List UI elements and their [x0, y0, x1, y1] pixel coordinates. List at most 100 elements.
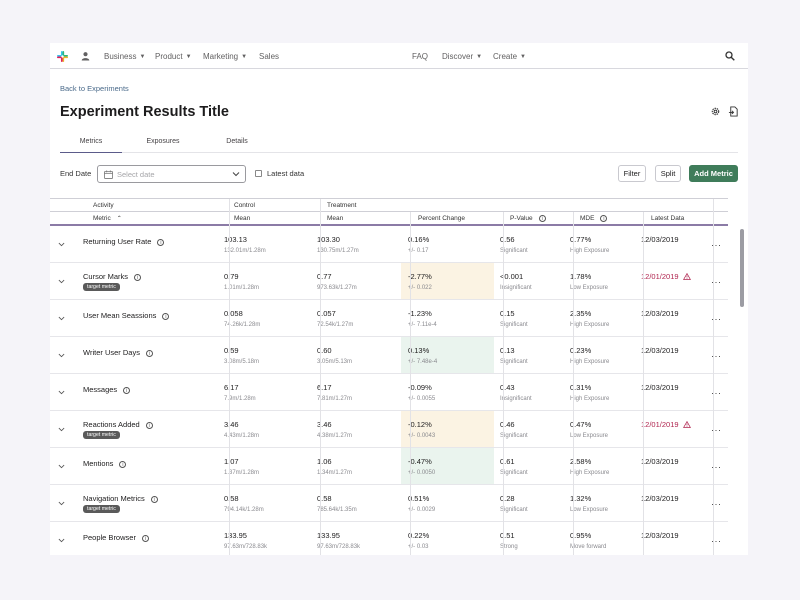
gear-icon[interactable] — [710, 106, 721, 117]
metric-name: Cursor Marks i — [83, 272, 142, 281]
split-button[interactable]: Split — [655, 165, 681, 182]
chevron-down-icon[interactable] — [58, 242, 65, 247]
info-icon[interactable]: i — [145, 350, 153, 357]
percent-change-cell: 0.51% +/- 0.0029 — [401, 485, 494, 521]
table-row[interactable]: Returning User Rate i 103.13 132.01m/1.28… — [50, 226, 728, 263]
nav-product[interactable]: Product ▼ — [155, 52, 192, 61]
chevron-down-icon[interactable] — [58, 316, 65, 321]
chevron-down-icon[interactable] — [58, 427, 65, 432]
warning-icon — [682, 273, 691, 280]
treatment-mean-value: 133.95 — [317, 531, 340, 540]
percent-change-value: -0.09% — [408, 383, 432, 392]
chevron-down-icon[interactable] — [58, 390, 65, 395]
p-value-status: Significant — [500, 248, 528, 254]
info-icon[interactable]: i — [600, 215, 608, 222]
table-row[interactable]: Mentions i 1.07 1.37m/1.28m 1.06 1.34m/1.… — [50, 448, 728, 485]
user-icon[interactable] — [81, 51, 90, 61]
info-icon[interactable]: i — [141, 535, 149, 542]
p-value: <0.001 — [500, 272, 524, 281]
column-divider — [713, 199, 714, 555]
control-mean-value: 103.13 — [224, 235, 247, 244]
control-mean-value: 0.58 — [224, 494, 239, 503]
mde-exposure: High Exposure — [570, 322, 610, 328]
more-options-icon[interactable]: ··· — [711, 536, 722, 546]
experiment-card: Business ▼ Product ▼ Marketing ▼ Sales FAQ … — [50, 43, 748, 555]
percent-change-interval: +/- 7.11e-4 — [408, 322, 437, 328]
nav-faq[interactable]: FAQ — [412, 52, 429, 61]
p-value: 0.56 — [500, 235, 515, 244]
info-icon[interactable]: i — [145, 422, 153, 429]
page-title: Experiment Results Title — [60, 104, 229, 120]
percent-change-interval: +/- 0.03 — [408, 544, 429, 550]
nav-discover[interactable]: Discover ▼ — [442, 52, 483, 61]
latest-data-date: 12/03/2019 — [641, 346, 679, 355]
table-row[interactable]: Navigation Metrics i target metric 0.58 7… — [50, 485, 728, 522]
control-count: 97.63m/728.83k — [224, 544, 268, 550]
info-icon[interactable]: i — [123, 387, 131, 394]
tab-bar: Metrics Exposures Details — [60, 134, 738, 153]
more-options-icon[interactable]: ··· — [711, 351, 722, 361]
treatment-mean-value: 6.17 — [317, 383, 332, 392]
metric-name: Returning User Rate i — [83, 237, 165, 246]
metric-name: User Mean Seassions i — [83, 311, 170, 320]
tab-details[interactable]: Details — [226, 138, 248, 145]
add-metric-button[interactable]: Add Metric — [689, 165, 738, 182]
control-count: 132.01m/1.28m — [224, 248, 266, 254]
info-icon[interactable]: i — [162, 313, 170, 320]
export-icon[interactable] — [728, 106, 739, 117]
nav-create[interactable]: Create ▼ — [493, 52, 526, 61]
percent-change-interval: +/- 0.022 — [408, 285, 432, 291]
tab-exposures[interactable]: Exposures — [146, 138, 180, 145]
date-input[interactable] — [117, 169, 227, 180]
more-options-icon[interactable]: ··· — [711, 314, 722, 324]
search-icon[interactable] — [725, 51, 735, 61]
treatment-count: 785.64k/1.35m — [317, 507, 357, 513]
chevron-down-icon[interactable] — [58, 501, 65, 506]
vertical-scrollbar[interactable] — [740, 229, 744, 307]
info-icon[interactable]: i — [157, 239, 165, 246]
latest-data-date: 12/03/2019 — [641, 309, 679, 318]
sort-up-icon: ⌃ — [116, 216, 122, 222]
info-icon[interactable]: i — [150, 496, 158, 503]
table-row[interactable]: Reactions Added i target metric 3.46 4.43… — [50, 411, 728, 448]
more-options-icon[interactable]: ··· — [711, 462, 722, 472]
table-row[interactable]: User Mean Seassions i 0.058 74.26k/1.28m … — [50, 300, 728, 337]
percent-change-value: 0.51% — [408, 494, 430, 503]
percent-change-value: -1.23% — [408, 309, 432, 318]
table-row[interactable]: Messages i 6.17 7.9m/1.28m 6.17 7.81m/1.2… — [50, 374, 728, 411]
nav-marketing[interactable]: Marketing ▼ — [203, 52, 248, 61]
info-icon[interactable]: i — [538, 215, 546, 222]
chevron-down-icon[interactable] — [58, 279, 65, 284]
info-icon[interactable]: i — [119, 461, 127, 468]
nav-business[interactable]: Business ▼ — [104, 52, 146, 61]
more-options-icon[interactable]: ··· — [711, 388, 722, 398]
table-row[interactable]: People Browser i 133.95 97.63m/728.83k 13… — [50, 522, 728, 555]
tab-metrics[interactable]: Metrics — [60, 138, 122, 153]
filter-button[interactable]: Filter — [618, 165, 646, 182]
percent-change-value: -0.47% — [408, 457, 432, 466]
more-options-icon[interactable]: ··· — [711, 240, 722, 250]
treatment-count: 7.81m/1.27m — [317, 396, 353, 402]
more-options-icon[interactable]: ··· — [711, 425, 722, 435]
chevron-down-icon[interactable] — [58, 538, 65, 543]
treatment-mean-value: 0.60 — [317, 346, 332, 355]
nav-sales[interactable]: Sales — [259, 52, 280, 61]
percent-change-value: 0.16% — [408, 235, 430, 244]
chevron-down-icon[interactable] — [58, 353, 65, 358]
latest-data-date: 12/03/2019 — [641, 383, 679, 392]
table-header-rule — [50, 224, 728, 226]
latest-data-checkbox[interactable] — [255, 170, 262, 177]
col-metric[interactable]: Metric ⌃ — [93, 215, 122, 222]
more-options-icon[interactable]: ··· — [711, 277, 722, 287]
chevron-down-icon[interactable] — [58, 464, 65, 469]
info-icon[interactable]: i — [134, 274, 142, 281]
date-picker[interactable] — [97, 165, 246, 183]
table-row[interactable]: Writer User Days i 0.59 3.08m/5.18m 0.60 … — [50, 337, 728, 374]
percent-change-cell: -0.47% +/- 0.0050 — [401, 448, 494, 484]
more-options-icon[interactable]: ··· — [711, 499, 722, 509]
percent-change-interval: +/- 0.0043 — [408, 433, 436, 439]
table-row[interactable]: Cursor Marks i target metric 0.79 1.01m/1… — [50, 263, 728, 300]
slack-logo-icon[interactable] — [57, 51, 68, 62]
percent-change-value: 0.22% — [408, 531, 430, 540]
back-link[interactable]: Back to Experiments — [60, 84, 129, 93]
